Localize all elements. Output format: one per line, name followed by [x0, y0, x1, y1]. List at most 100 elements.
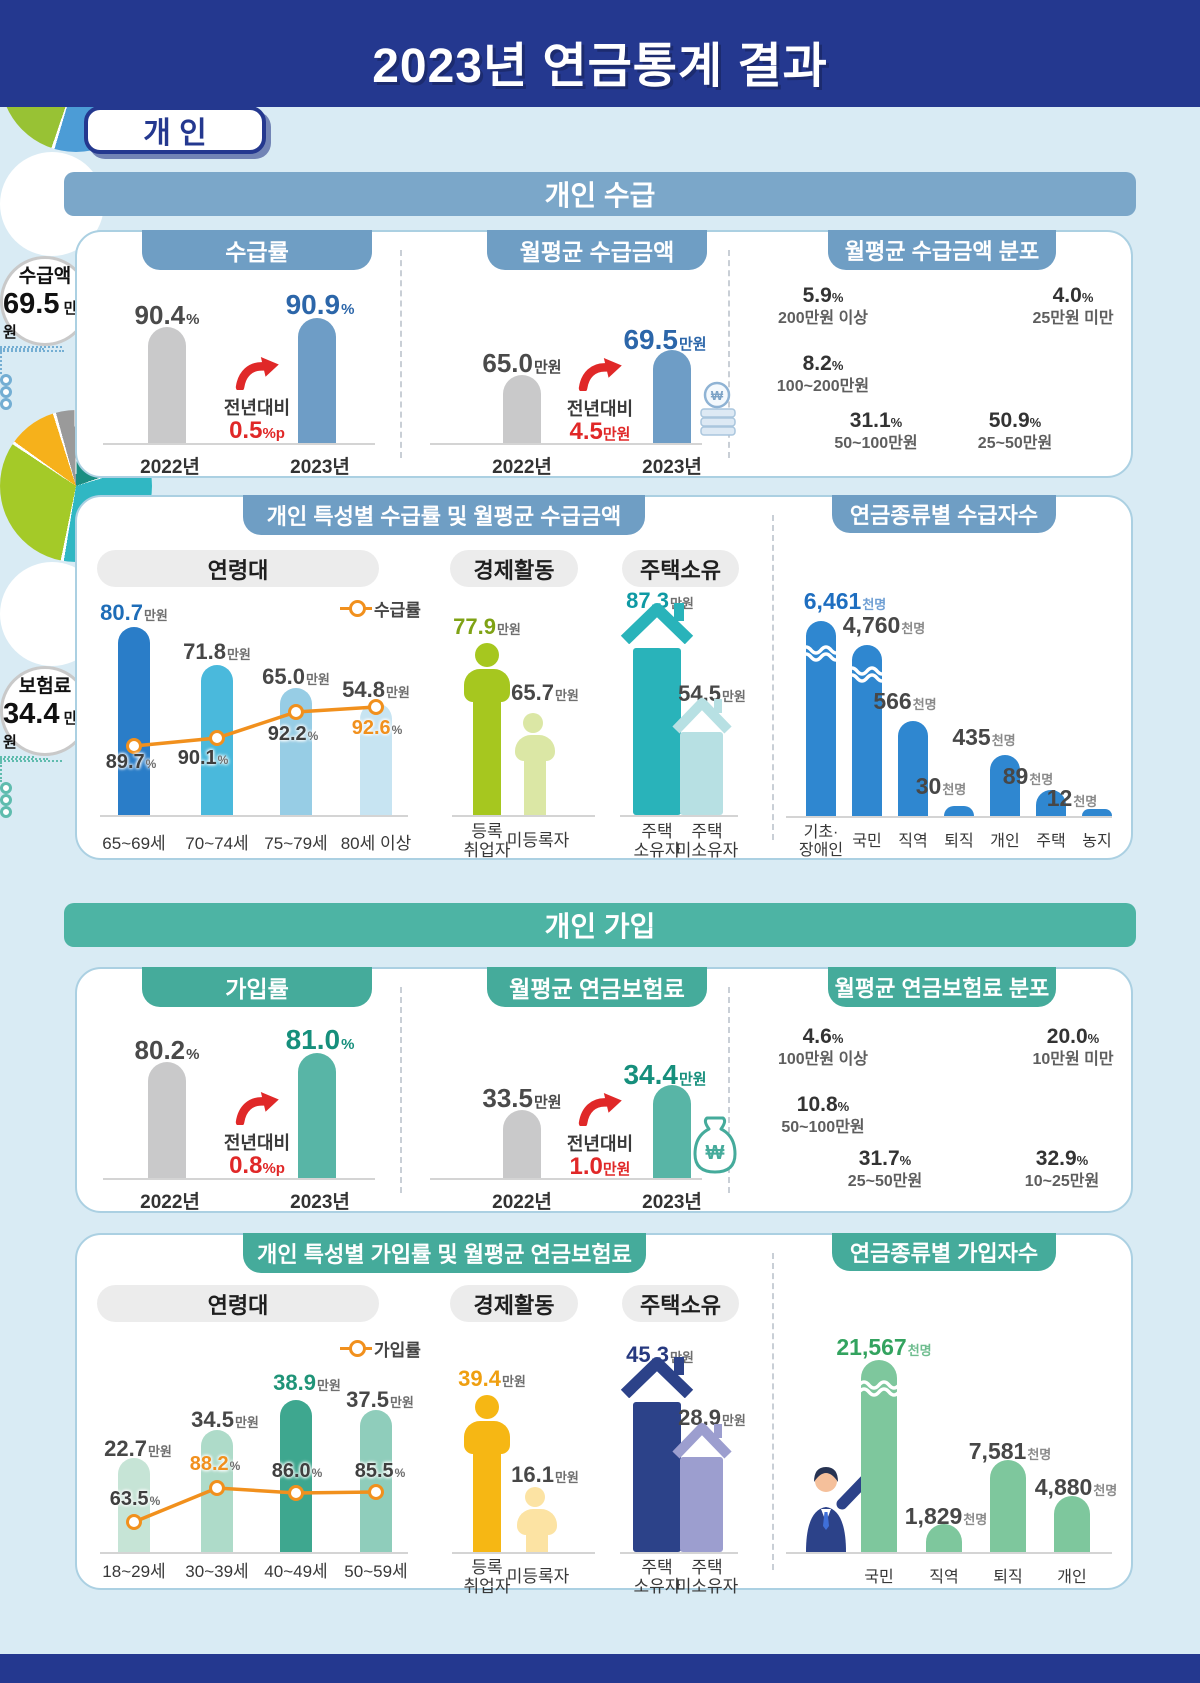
join-age-xlabel-0: 18~29세: [102, 1562, 166, 1581]
svg-text:₩: ₩: [711, 388, 724, 403]
year-label: 2022년: [492, 1192, 552, 1213]
receipt-donut-leader-3: [0, 352, 2, 374]
baseline: [430, 1178, 702, 1180]
baseline: [452, 815, 595, 817]
receipt-age-rate-2: 92.2%: [267, 723, 319, 745]
receipt-age-bar-2: [280, 688, 312, 815]
yoy-value: 0.5%p: [229, 417, 285, 444]
bar-rate-2022: [148, 327, 186, 443]
up-arrow-icon: [578, 357, 622, 391]
receipt-type-value-1: 4,760천명: [842, 612, 926, 638]
panel-receipt-summary: [75, 230, 1133, 478]
yoy-value: 4.5만원: [569, 418, 631, 445]
join-age-rate-1: 88.2%: [189, 1453, 241, 1475]
yoy-label: 전년대비: [223, 398, 291, 418]
xlabel-house-owner: 주택 소유자: [634, 1558, 681, 1596]
pill-house-ownership: 주택소유: [622, 1285, 739, 1322]
receipt-age-xlabel-0: 65~69세: [102, 834, 166, 853]
section-join-header: 개인 가입: [64, 903, 1136, 947]
person-pictogram-torso: [515, 735, 555, 761]
up-arrow-icon: [235, 356, 279, 390]
join-age-bar-3: [360, 1410, 392, 1552]
person-pictogram-torso: [517, 1509, 557, 1535]
person-pictogram-head: [475, 643, 499, 667]
divider: [728, 987, 730, 1193]
join-type-xlabel-1: 직역: [929, 1569, 959, 1586]
yoy-label: 전년대비: [223, 1133, 291, 1153]
join-age-rate-0: 63.5%: [109, 1488, 161, 1510]
receipt-donut-marker-2: [0, 398, 12, 410]
person-pictogram-head: [523, 713, 543, 733]
bar-joinrate-2022: [148, 1062, 186, 1178]
pill-economic-activity: 경제활동: [450, 1285, 578, 1322]
receipt-age-xlabel-2: 75~79세: [264, 834, 328, 853]
join-donut-marker-0: [0, 782, 12, 794]
xlabel-line: 등록: [471, 822, 503, 841]
xlabel-line: 취업자: [463, 841, 511, 861]
baseline: [430, 443, 702, 445]
econ-registered-value: 77.9만원: [453, 614, 521, 639]
join-age-bar-1: [201, 1430, 233, 1552]
year-label: 2023년: [642, 457, 702, 478]
divider: [772, 1253, 774, 1570]
tab-join-rate: 가입률: [142, 967, 372, 1007]
tab-join-premium: 월평균 연금보험료: [487, 967, 707, 1007]
rate-2022-value: 90.4%: [134, 300, 200, 330]
receipt-type-xlabel-4: 개인: [990, 833, 1020, 850]
person-pictogram-torso: [464, 669, 510, 702]
receipt-type-xlabel-5: 주택: [1036, 833, 1066, 850]
yoy-label: 전년대비: [566, 1134, 634, 1154]
tab-receipt-amount: 월평균 수급금액: [487, 230, 707, 270]
section-receipt-header: 개인 수급: [64, 172, 1136, 216]
up-arrow-icon: [578, 1092, 622, 1126]
join-age-rate-2: 86.0%: [271, 1460, 323, 1482]
house-body: [633, 648, 681, 815]
receipt-type-value-6: 12천명: [1046, 785, 1098, 811]
house-body: [680, 732, 723, 815]
xlabel-line: 주택: [641, 822, 673, 841]
panel-join-summary: [75, 967, 1133, 1213]
tab-receipt-rate: 수급률: [142, 230, 372, 270]
amount-2022-value: 65.0만원: [482, 348, 562, 378]
amount-2023-value: 69.5만원: [623, 324, 707, 355]
joinrate-2022-value: 80.2%: [134, 1035, 200, 1065]
house-body: [680, 1457, 723, 1552]
pill-age-group: 연령대: [97, 1285, 379, 1322]
join-type-value-3: 4,880천명: [1034, 1474, 1118, 1500]
receipt-type-xlabel-1: 국민: [852, 833, 882, 850]
year-label: 2022년: [492, 457, 552, 478]
join-donut-slice-label-3: 10.8% 50~100만원: [781, 1093, 865, 1137]
house-roof-icon: [672, 698, 732, 734]
join-age-amount-2: 38.9만원: [273, 1370, 341, 1395]
receipt-type-xlabel-0: 기초· 장애인: [798, 824, 844, 860]
badge-individual: 개 인: [84, 106, 266, 154]
receipt-type-value-5: 89천명: [1002, 763, 1054, 789]
baseline: [103, 1178, 375, 1180]
year-label: 2023년: [642, 1192, 702, 1213]
join-type-bar-3: [1054, 1496, 1090, 1552]
bar-premium-2022: [503, 1110, 541, 1178]
join-type-bar-0: [861, 1360, 897, 1552]
xlabel-line: 소유자: [633, 1577, 681, 1597]
receipt-donut-leader-0: [0, 346, 62, 348]
tab-receipt-by-type: 연금종류별 수급자수: [832, 495, 1056, 533]
receipt-type-bar-3: [944, 806, 974, 816]
receipt-donut-leader-2: [0, 350, 64, 352]
join-donut-leader-1: [0, 758, 48, 760]
xlabel-line: 주택: [641, 1558, 673, 1577]
econ-unregistered-value: 65.7만원: [511, 680, 579, 705]
year-label: 2022년: [140, 1192, 200, 1213]
year-label: 2022년: [140, 457, 200, 478]
join-type-bar-1: [926, 1524, 962, 1552]
legend-label: 수급률: [374, 601, 421, 620]
econ-registered-value: 39.4만원: [458, 1366, 526, 1391]
person-pictogram-head: [525, 1487, 545, 1507]
receipt-age-bar-1: [201, 665, 233, 815]
join-age-bar-2: [280, 1400, 312, 1552]
receipt-age-amount-1: 71.8만원: [183, 639, 251, 664]
join-donut-leader-3: [0, 762, 2, 782]
year-label: 2023년: [290, 457, 350, 478]
xlabel-line: 취업자: [463, 1577, 511, 1597]
join-age-xlabel-2: 40~49세: [264, 1562, 328, 1581]
premium-2023-value: 34.4만원: [623, 1059, 707, 1090]
